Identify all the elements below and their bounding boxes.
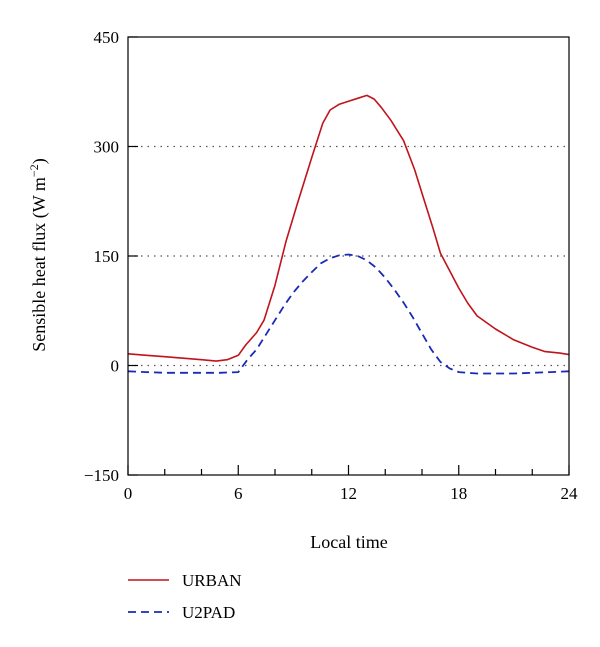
series-layer: [127, 94, 570, 375]
tick-labels: 0 6 12 18 24 −150 0 150 300 450: [84, 28, 578, 503]
legend-label-u2pad: U2PAD: [182, 603, 235, 622]
y-axis-title: Sensible heat flux (W m−2): [27, 158, 50, 351]
y-axis-title-superscript: −2: [27, 164, 41, 177]
x-axis-title: Local time: [310, 532, 387, 552]
y-tick-label: 300: [94, 138, 120, 157]
y-axis-title-main: Sensible heat flux (W m: [29, 177, 50, 352]
y-axis-title-close: ): [29, 158, 50, 164]
x-tick-label: 18: [450, 484, 467, 503]
legend: URBAN U2PAD: [128, 571, 242, 622]
legend-label-urban: URBAN: [182, 571, 242, 590]
x-tick-label: 0: [124, 484, 133, 503]
axis-ticks: [127, 36, 570, 476]
x-tick-label: 6: [234, 484, 243, 503]
series-line-u2pad: [127, 253, 570, 375]
y-tick-label: 450: [94, 28, 120, 47]
series-line-urban: [127, 94, 570, 362]
y-tick-label: −150: [84, 466, 119, 485]
x-tick-label: 24: [561, 484, 579, 503]
x-tick-label: 12: [340, 484, 357, 503]
y-tick-label: 0: [111, 357, 120, 376]
y-tick-label: 150: [94, 247, 120, 266]
